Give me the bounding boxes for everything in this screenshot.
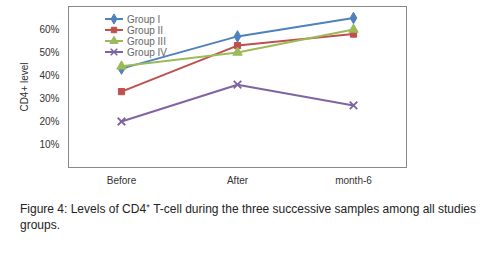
html-text:Figure 4: Levels of CD4⁺ T-cel: Figure 4: Levels of CD4⁺ T-cell during t… [20,202,476,232]
svg-text:CD4+ level: CD4+ level [19,62,30,111]
svg-text:30%: 30% [39,93,59,104]
svg-text:Group IV: Group IV [127,47,167,58]
svg-text:10%: 10% [39,139,59,150]
svg-text:After: After [227,175,249,186]
svg-text:60%: 60% [39,24,59,35]
svg-text:Group II: Group II [127,25,163,36]
svg-text:month-6: month-6 [335,175,372,186]
svg-text:Group I: Group I [127,14,160,25]
svg-text:20%: 20% [39,116,59,127]
svg-text:Before: Before [107,175,137,186]
svg-text:50%: 50% [39,47,59,58]
svg-text:40%: 40% [39,70,59,81]
svg-text:Group III: Group III [127,36,166,47]
